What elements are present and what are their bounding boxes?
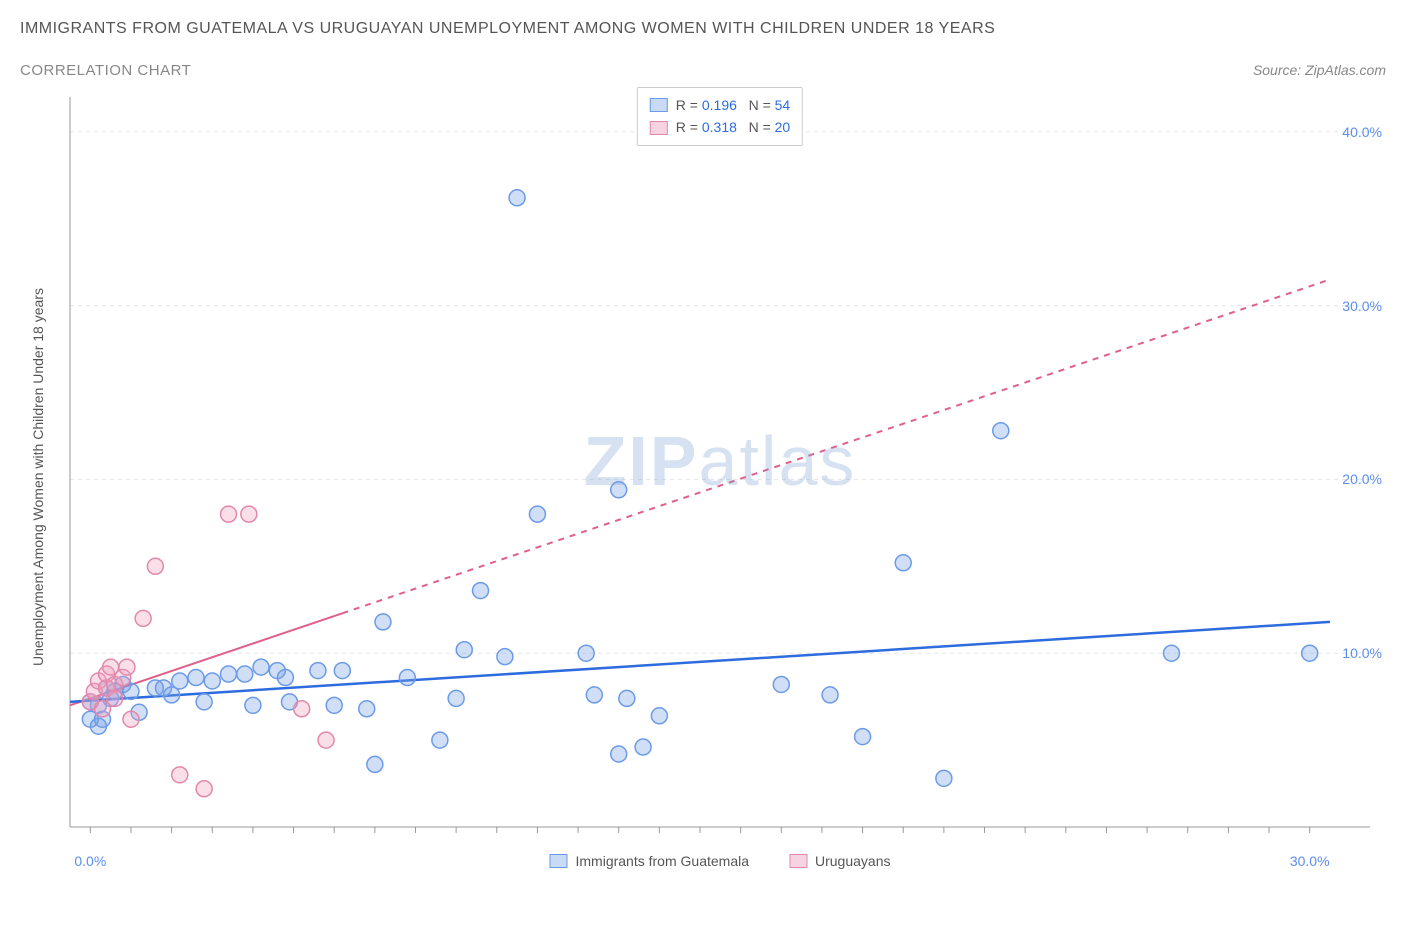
chart-title: IMMIGRANTS FROM GUATEMALA VS URUGUAYAN U…	[20, 20, 1386, 38]
legend-swatch	[650, 121, 668, 135]
y-axis-label: Unemployment Among Women with Children U…	[30, 288, 46, 666]
legend-text: R = 0.196 N = 54	[676, 94, 790, 116]
source-label: Source: ZipAtlas.com	[1253, 62, 1386, 78]
legend-text: R = 0.318 N = 20	[676, 116, 790, 138]
series-legend-item: Uruguayans	[789, 853, 891, 869]
chart-container: IMMIGRANTS FROM GUATEMALA VS URUGUAYAN U…	[20, 20, 1386, 910]
legend-row: R = 0.318 N = 20	[650, 116, 790, 138]
correlation-legend: R = 0.196 N = 54 R = 0.318 N = 20	[637, 87, 803, 146]
y-tick-label: 20.0%	[1342, 471, 1382, 487]
chart-subtitle: CORRELATION CHART	[20, 62, 191, 79]
subtitle-row: CORRELATION CHART Source: ZipAtlas.com	[20, 62, 1386, 79]
y-tick-label: 10.0%	[1342, 645, 1382, 661]
y-tick-label: 40.0%	[1342, 124, 1382, 140]
series-legend: Immigrants from Guatemala Uruguayans	[550, 853, 891, 869]
series-name: Uruguayans	[815, 853, 891, 869]
series-name: Immigrants from Guatemala	[576, 853, 750, 869]
scatter-plot	[60, 87, 1380, 867]
plot-area: Unemployment Among Women with Children U…	[60, 87, 1380, 867]
y-tick-label: 30.0%	[1342, 298, 1382, 314]
legend-swatch	[789, 854, 807, 868]
legend-swatch	[550, 854, 568, 868]
x-tick-label: 30.0%	[1290, 853, 1330, 869]
series-legend-item: Immigrants from Guatemala	[550, 853, 750, 869]
x-tick-label: 0.0%	[74, 853, 106, 869]
legend-swatch	[650, 98, 668, 112]
legend-row: R = 0.196 N = 54	[650, 94, 790, 116]
